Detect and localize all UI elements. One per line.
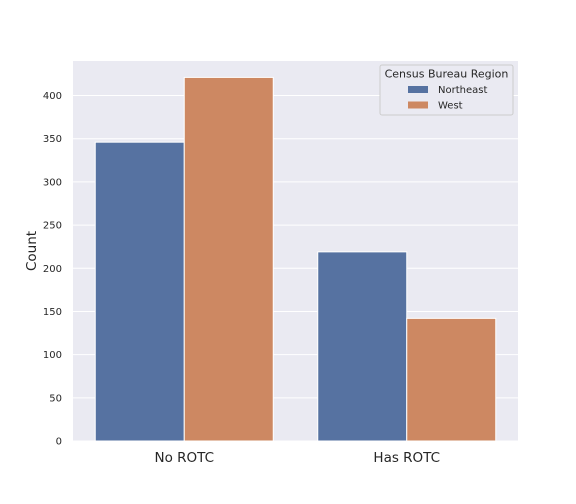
legend-swatch-northeast [408,86,428,93]
y-axis-label: Count [24,231,40,271]
legend-label-west: West [438,101,463,112]
legend-label-northeast: Northeast [438,85,487,96]
y-tick-label: 400 [43,91,62,102]
x-tick-label: No ROTC [154,450,214,466]
legend: Census Bureau Region Northeast West [379,64,514,116]
legend-swatch-west [408,101,428,109]
x-axis-ticks: No ROTC Has ROTC [154,450,440,466]
bar-west-no-rotc [183,76,274,442]
y-tick-label: 200 [43,264,62,275]
y-tick-label: 50 [49,393,62,404]
y-tick-label: 250 [43,221,62,232]
y-tick-label: 350 [43,134,62,145]
y-tick-label: 300 [43,177,62,188]
bar-northeast-has-rotc [317,251,408,442]
bar-west-has-rotc [406,317,497,442]
legend-items: Northeast West [408,85,487,112]
y-axis-ticks: 0 50 100 150 200 250 300 350 400 [43,91,62,447]
y-tick-label: 0 [56,437,62,448]
y-tick-label: 150 [43,307,62,318]
legend-title: Census Bureau Region [385,68,509,81]
y-tick-label: 100 [43,350,62,361]
x-tick-label: Has ROTC [373,450,440,466]
bars [94,76,497,442]
bar-northeast-no-rotc [94,141,185,442]
